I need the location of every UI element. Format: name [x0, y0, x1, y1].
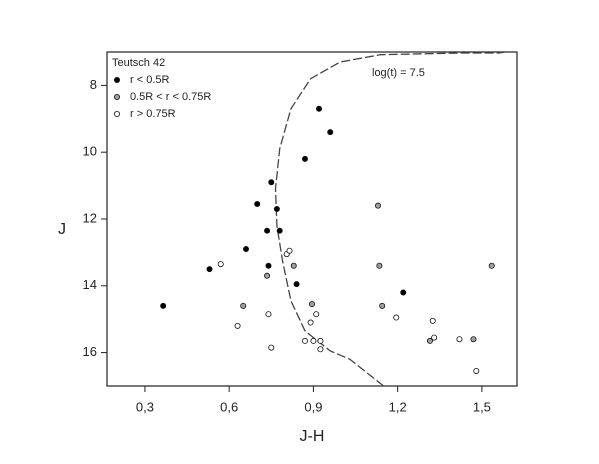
- x-tick-label: 0,9: [304, 399, 322, 414]
- point: [400, 289, 407, 296]
- point: [243, 246, 250, 253]
- legend-label: r > 0.75R: [130, 108, 176, 120]
- point: [264, 227, 271, 234]
- point: [393, 314, 400, 321]
- point: [293, 281, 300, 288]
- point: [307, 319, 314, 326]
- point: [265, 262, 272, 269]
- y-tick-label: 12: [83, 210, 97, 225]
- point: [488, 262, 495, 269]
- point: [217, 261, 224, 268]
- point: [308, 301, 315, 308]
- point: [473, 367, 480, 374]
- legend-marker: [114, 77, 121, 84]
- legend-marker: [114, 111, 121, 118]
- point: [273, 205, 280, 212]
- y-tick-label: 8: [90, 77, 97, 92]
- point: [316, 105, 323, 112]
- point: [426, 337, 433, 344]
- point: [470, 336, 477, 343]
- point: [327, 129, 334, 136]
- x-tick-label: 0,6: [220, 399, 238, 414]
- point: [301, 337, 308, 344]
- point: [456, 336, 463, 343]
- point: [264, 272, 271, 279]
- x-tick-label: 1,5: [473, 399, 491, 414]
- point: [301, 155, 308, 162]
- point: [431, 334, 438, 341]
- point: [160, 302, 167, 309]
- annotation: log(t) = 7.5: [372, 67, 425, 79]
- point: [234, 322, 241, 329]
- legend-title: Teutsch 42: [112, 57, 165, 69]
- point: [268, 179, 275, 186]
- point: [286, 247, 293, 254]
- point: [290, 262, 297, 269]
- point: [276, 227, 283, 234]
- point: [254, 200, 261, 207]
- legend-label: r < 0.5R: [130, 74, 169, 86]
- point: [374, 202, 381, 209]
- isochrone: [274, 52, 511, 386]
- point: [313, 311, 320, 318]
- point: [376, 262, 383, 269]
- y-axis-label: J: [58, 221, 66, 238]
- y-tick-label: 16: [83, 344, 97, 359]
- point: [379, 302, 386, 309]
- x-tick-label: 0,3: [136, 399, 154, 414]
- point: [240, 302, 247, 309]
- legend-label: 0.5R < r < 0.75R: [130, 91, 211, 103]
- x-tick-label: 1,2: [389, 399, 407, 414]
- point: [268, 344, 275, 351]
- point: [317, 337, 324, 344]
- point: [429, 317, 436, 324]
- y-tick-label: 10: [83, 144, 97, 159]
- point: [317, 346, 324, 353]
- legend-marker: [114, 94, 121, 101]
- point: [265, 311, 272, 318]
- point: [310, 337, 317, 344]
- point: [206, 266, 213, 273]
- x-axis-label: J-H: [300, 428, 325, 445]
- y-tick-label: 14: [83, 277, 97, 292]
